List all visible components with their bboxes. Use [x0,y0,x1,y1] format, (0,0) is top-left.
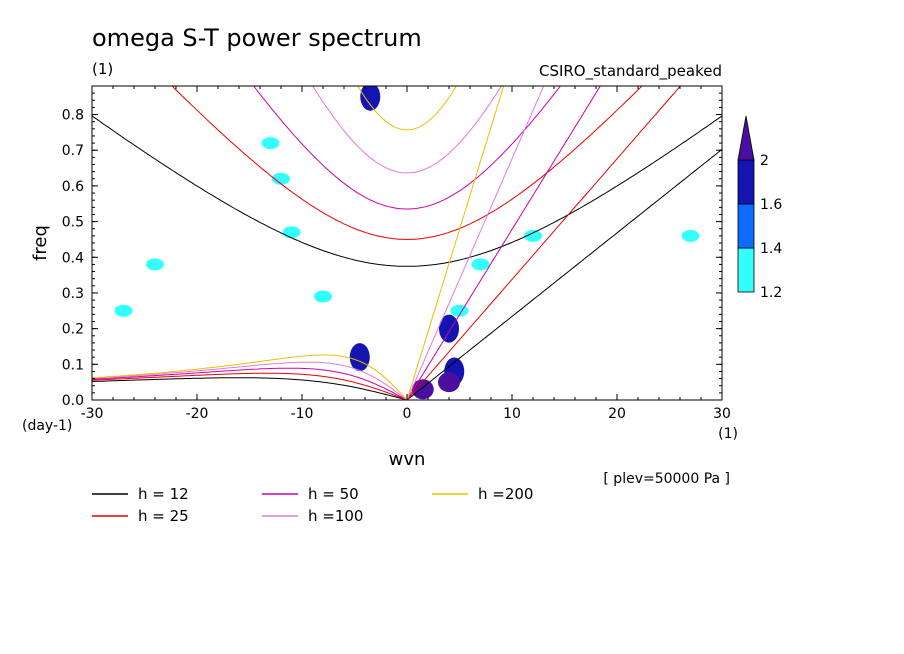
y-units: (day-1) [22,418,72,434]
rossby-wave-curve [92,354,408,400]
shaded-region [261,137,280,150]
legend-label: h = 50 [308,485,359,503]
legend: h = 12 h = 25 h = 50 h =100 h =200 [92,485,533,525]
gravity-wave-curve [252,86,562,210]
y-tick-label: 0.0 [62,393,84,409]
kelvin-curve [406,86,505,400]
shaded-region [439,314,459,343]
colorbar-box [737,159,755,205]
shaded-region [146,258,164,271]
x-tick-label: -30 [81,406,104,422]
shaded-region [360,86,381,111]
x-tick-label: 20 [608,406,626,422]
x-tick-label: 30 [713,406,731,422]
rossby-wave-curve [92,372,408,400]
y-tick-label: 0.2 [62,322,84,338]
kelvin-curve [406,148,722,400]
shaded-regions [114,86,700,400]
axis-ticks: -30 -20 -10 0 10 20 30 0.0 0.1 0.2 0.3 0.4 0.5 0.6 0.7… [62,86,731,422]
plot-frame [91,85,723,401]
x-units: (1) [718,426,738,442]
rossby-wave-curve [92,367,408,400]
x-axis-label: wvn [389,449,426,470]
gravity-wave-curve [171,86,643,240]
shaded-region [471,258,490,271]
gravity-wave-curve [312,86,502,174]
colorbar-label: 1.4 [760,241,782,257]
legend-label: h =200 [478,485,533,503]
y-tick-label: 0.8 [62,108,84,124]
colorbar-label: 1.6 [760,197,782,213]
x-tick-label: -20 [186,406,209,422]
shaded-region [282,226,301,239]
shaded-region [681,229,700,242]
shaded-region [314,290,332,303]
shaded-region [524,229,542,242]
colorbar-label: 1.2 [760,285,782,301]
kelvin-curve [406,86,545,400]
legend-label: h = 25 [138,507,189,525]
colorbar: 1.2 1.4 1.6 2 [737,115,782,301]
chart-title: omega S-T power spectrum [92,24,422,52]
y-tick-label: 0.6 [62,179,84,195]
model-name: CSIRO_standard_peaked [539,62,722,81]
kelvin-curve [406,86,682,400]
colorbar-label: 2 [760,153,769,169]
shaded-region [438,372,460,393]
plev-note: [ plev=50000 Pa ] [603,471,730,487]
colorbar-box [737,247,755,293]
rossby-wave-curve [92,361,408,400]
title-units: (1) [92,60,113,78]
gravity-wave-curve [357,86,457,131]
dispersion-curves [92,86,722,400]
y-tick-label: 0.3 [62,286,84,302]
colorbar-box [737,203,755,249]
shaded-region [411,379,434,400]
colorbar-arrow [737,115,755,161]
kelvin-curve [406,86,601,400]
x-tick-label: 10 [503,406,521,422]
legend-label: h =100 [308,507,363,525]
y-axis-label: freq [30,225,51,261]
shaded-region [349,343,370,372]
y-tick-label: 0.7 [62,143,84,159]
legend-label: h = 12 [138,485,189,503]
y-tick-label: 0.5 [62,215,84,231]
shaded-region [114,304,133,317]
x-tick-label: 0 [403,406,412,422]
shaded-region [272,172,290,185]
y-tick-label: 0.4 [62,250,84,266]
rossby-wave-curve [92,377,408,400]
y-tick-label: 0.1 [62,357,84,373]
gravity-wave-curve [92,115,722,267]
x-tick-label: -10 [291,406,314,422]
